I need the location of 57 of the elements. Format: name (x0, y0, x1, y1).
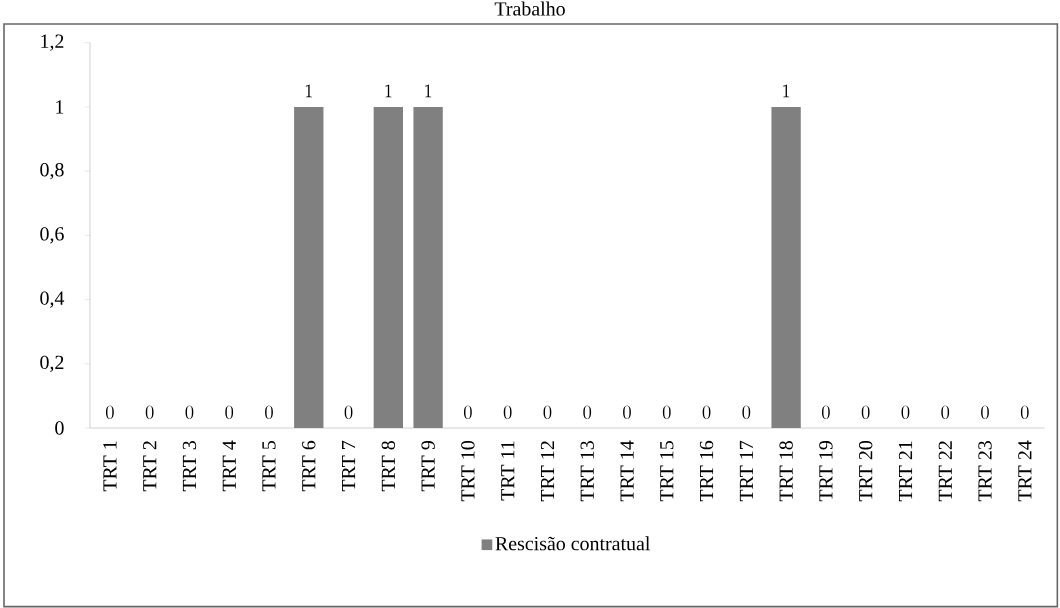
data-label: 0 (106, 405, 114, 419)
data-label: 0 (861, 405, 870, 419)
y-tick-label: 0,4 (40, 291, 65, 308)
x-tick-label: TRT 3 (182, 441, 197, 492)
data-label: 0 (981, 405, 989, 419)
data-label: 0 (1020, 405, 1029, 419)
y-tick-label: 0,6 (40, 227, 64, 244)
x-tick-label: TRT 15 (660, 441, 674, 502)
data-label: 1 (783, 84, 790, 98)
data-label: 0 (464, 405, 472, 419)
x-tick-label: TRT 10 (461, 441, 475, 502)
data-label: 0 (543, 405, 552, 419)
x-tick-label: TRT 23 (978, 441, 992, 502)
data-label: 0 (702, 405, 711, 419)
x-tick-label: TRT 5 (262, 441, 276, 492)
data-label: 1 (385, 84, 392, 98)
data-label: 0 (344, 405, 353, 419)
x-tick-label: TRT 9 (421, 441, 435, 492)
y-tick-label: 0,8 (40, 162, 64, 180)
data-label: 1 (305, 84, 312, 98)
y-tick-label: 0,2 (40, 355, 64, 372)
x-tick-label: TRT 21 (898, 441, 913, 502)
x-tick-label: TRT 8 (381, 441, 396, 492)
data-label: 0 (185, 405, 194, 419)
data-label: 0 (225, 405, 234, 419)
y-tick-label: 1,2 (41, 34, 64, 51)
x-tick-label: TRT 19 (819, 441, 833, 502)
chart-title: Trabalho (494, 1, 565, 16)
x-tick-label: TRT 11 (501, 441, 515, 501)
legend-label: Rescisão contratual (495, 536, 650, 551)
data-label: 0 (901, 405, 910, 419)
data-label: 0 (662, 405, 671, 419)
data-label: 0 (503, 405, 512, 419)
data-label: 0 (145, 405, 154, 419)
y-tick-label: 1 (56, 100, 64, 114)
x-tick-label: TRT 20 (858, 441, 873, 502)
data-label: 0 (941, 405, 950, 419)
x-tick-label: TRT 16 (699, 440, 714, 502)
x-tick-label: TRT 13 (580, 441, 594, 502)
x-tick-label: TRT 7 (342, 440, 356, 492)
x-tick-label: TRT 6 (302, 440, 316, 492)
x-tick-label: TRT 4 (222, 440, 236, 492)
data-label: 0 (623, 405, 631, 419)
x-tick-label: TRT 22 (938, 441, 952, 502)
x-tick-label: TRT 17 (739, 440, 753, 502)
x-tick-label: TRT 1 (103, 441, 117, 492)
data-label: 0 (742, 405, 751, 419)
x-tick-label: TRT 14 (620, 440, 634, 502)
x-tick-label: TRT 18 (779, 441, 793, 502)
x-tick-label: TRT 24 (1018, 440, 1032, 502)
data-label: 0 (822, 405, 830, 419)
data-label: 0 (583, 405, 592, 419)
x-tick-label: TRT 12 (540, 441, 555, 502)
data-label: 0 (265, 405, 273, 419)
x-tick-label: TRT 2 (143, 441, 157, 492)
data-label: 1 (425, 84, 432, 98)
y-tick-label: 0 (55, 421, 64, 435)
